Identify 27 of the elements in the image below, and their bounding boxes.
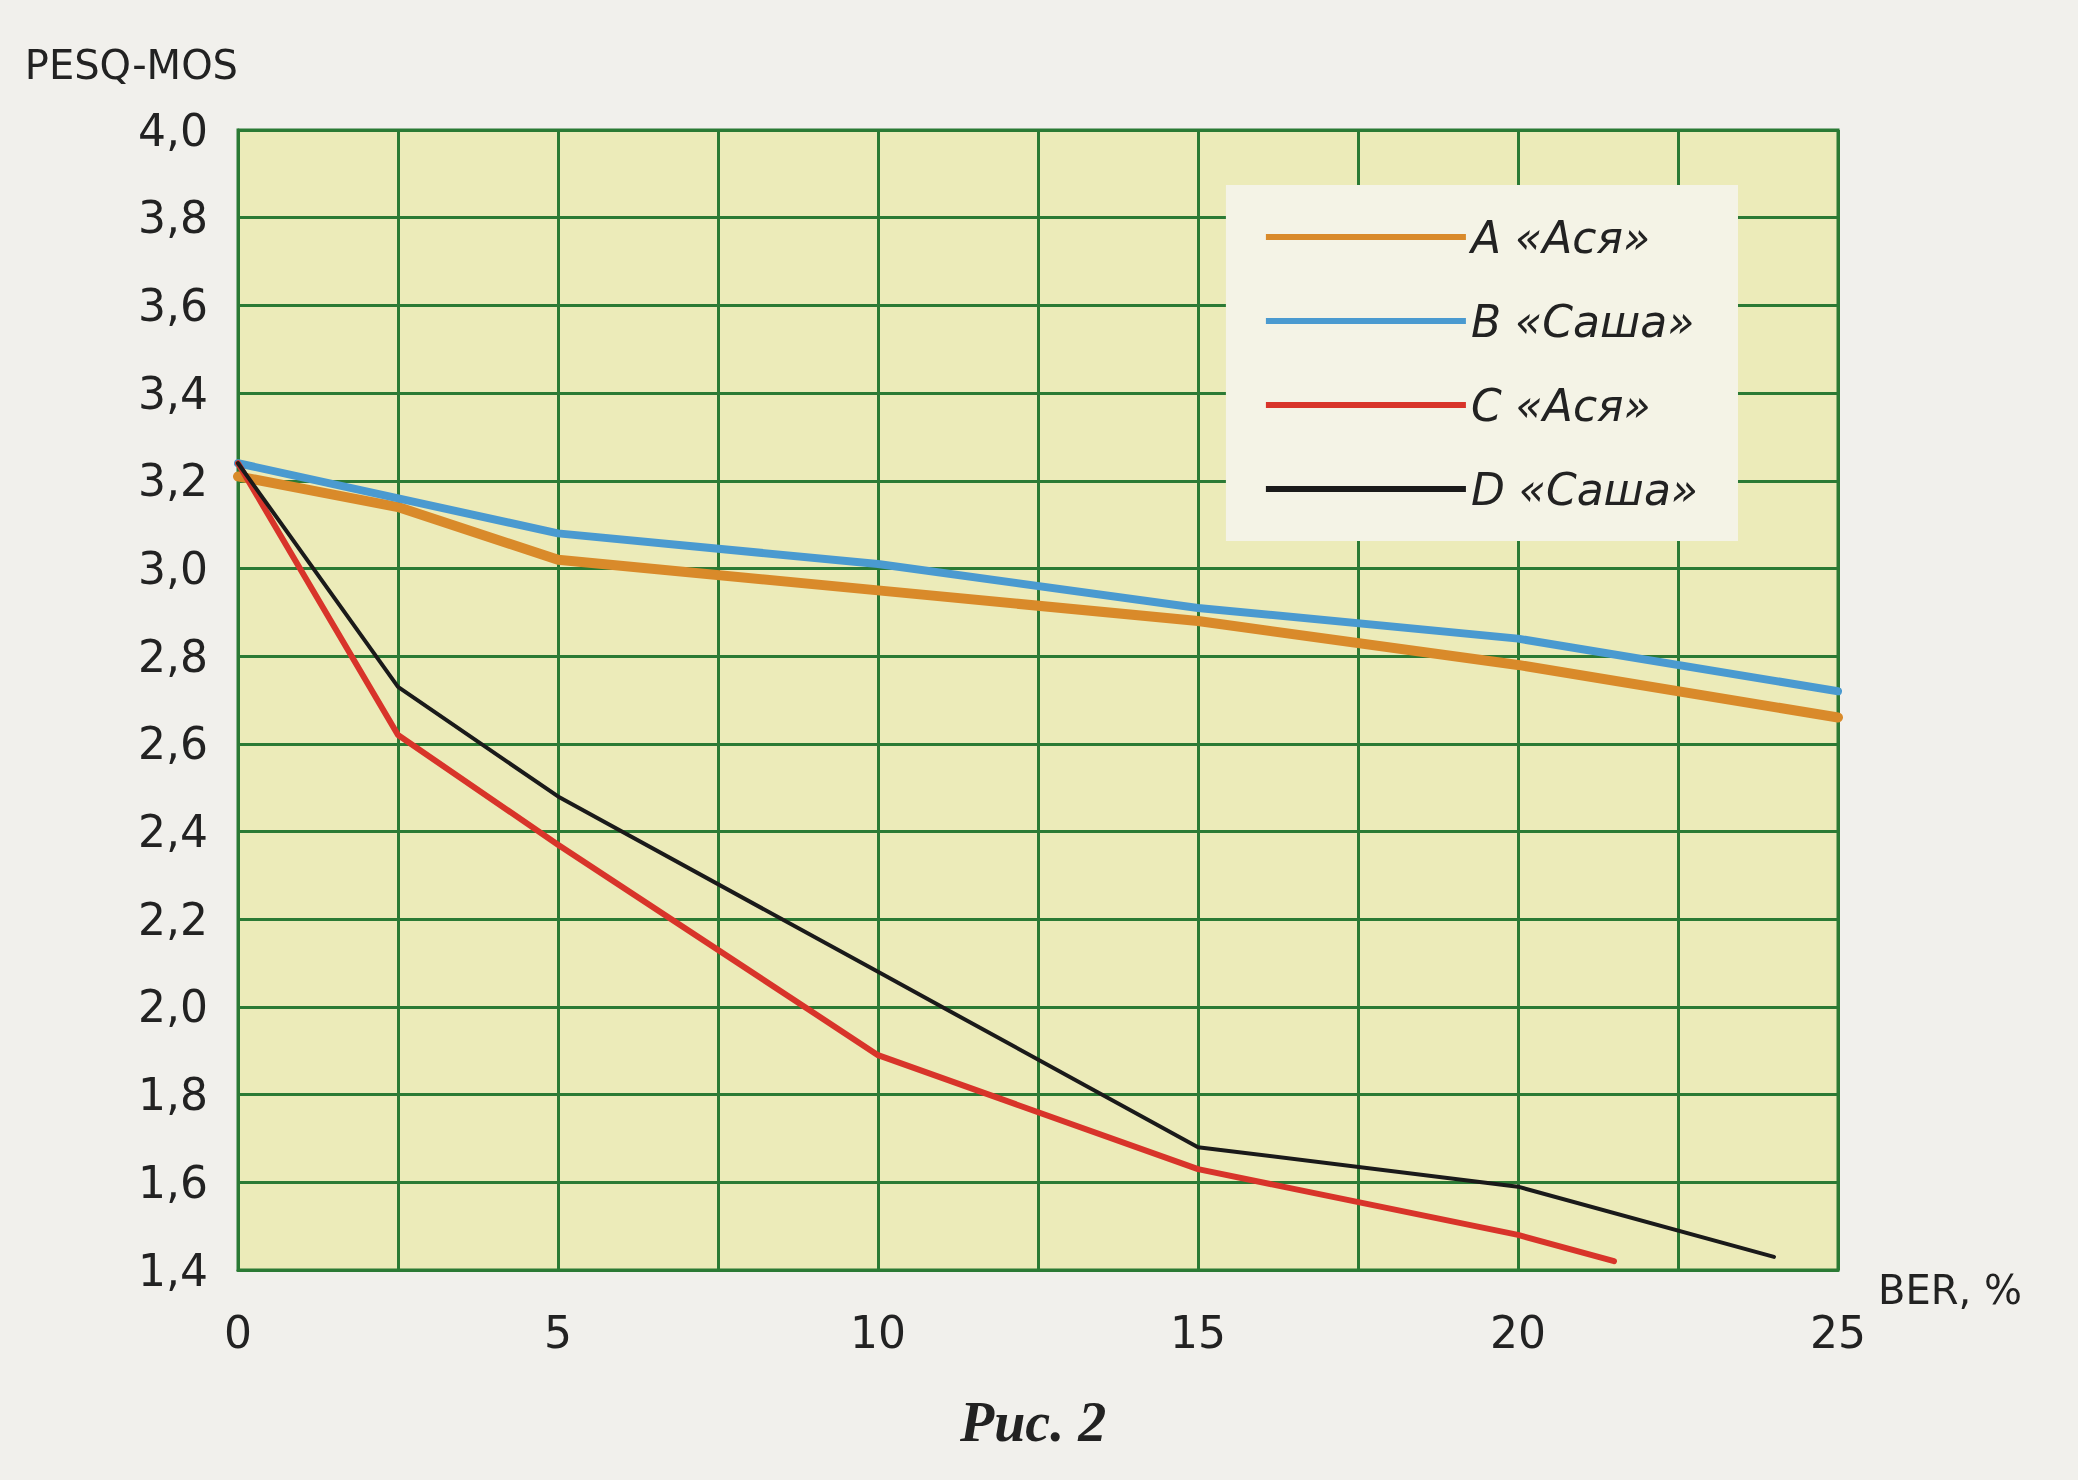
x-tick-label: 15: [1170, 1306, 1226, 1358]
y-tick-label: 3,2: [138, 455, 208, 507]
y-tick-label: 3,6: [138, 279, 208, 331]
text: Рис. 2: [959, 1391, 1107, 1453]
y-tick-label: 3,0: [138, 542, 208, 594]
legend-label: C «Ася»: [1470, 379, 1651, 431]
y-tick-label: 3,8: [138, 192, 208, 244]
x-tick-label: 0: [224, 1306, 252, 1358]
y-tick-label: 2,6: [138, 718, 208, 770]
y-tick-label: 1,4: [138, 1244, 208, 1296]
y-tick-label: 2,8: [138, 630, 208, 682]
x-axis-title: BER, %: [1878, 1267, 2022, 1313]
x-tick-label: 25: [1810, 1306, 1866, 1358]
y-tick-label: 2,4: [138, 806, 208, 858]
legend-label: A «Ася»: [1467, 211, 1651, 263]
x-tick-label: 20: [1490, 1306, 1546, 1358]
legend-label: B «Саша»: [1470, 295, 1695, 347]
y-tick-label: 3,4: [138, 367, 208, 419]
legend-label: D «Саша»: [1470, 463, 1698, 515]
y-tick-label: 4,0: [138, 104, 208, 156]
y-tick-label: 1,8: [138, 1069, 208, 1121]
x-tick-label: 5: [544, 1306, 572, 1358]
y-axis-title: PESQ-MOS: [24, 42, 238, 88]
y-tick-label: 2,2: [138, 893, 208, 945]
y-tick-label: 2,0: [138, 981, 208, 1033]
y-tick-label: 1,6: [138, 1156, 208, 1208]
x-tick-label: 10: [850, 1306, 906, 1358]
